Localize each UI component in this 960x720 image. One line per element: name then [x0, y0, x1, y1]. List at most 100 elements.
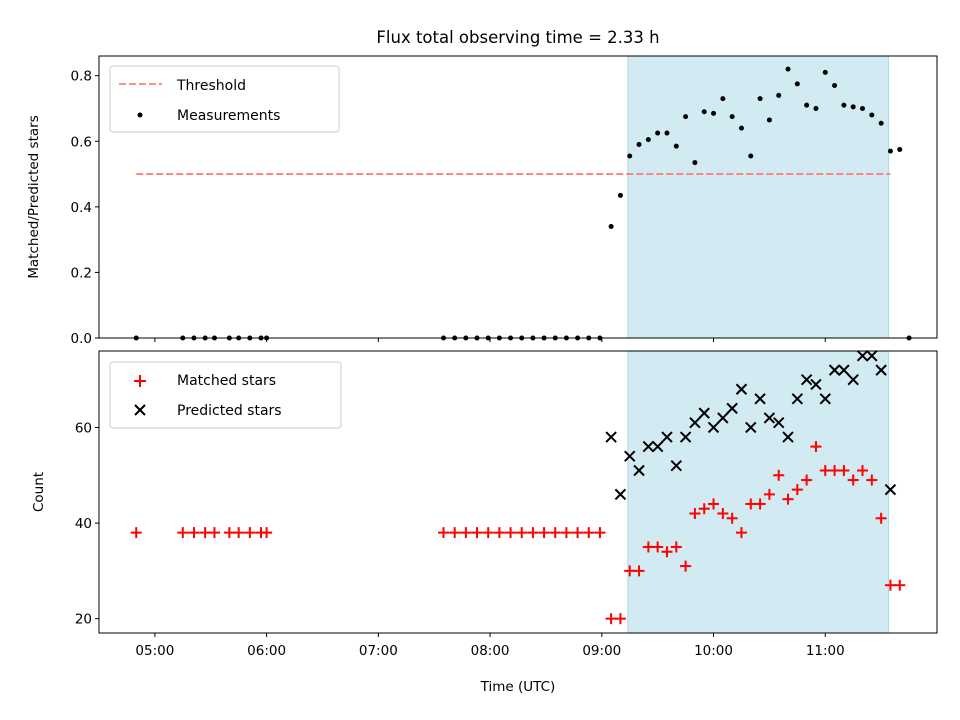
bottom-legend: Matched stars Predicted stars — [109, 361, 342, 429]
bottom-data-layer — [130, 350, 906, 625]
matched-star-point — [819, 464, 831, 476]
matched-star-point — [791, 484, 803, 496]
matched-star-point — [875, 512, 887, 524]
measurement-point — [757, 96, 763, 102]
matched-star-point — [208, 527, 220, 539]
measurement-point — [850, 104, 856, 110]
predicted-star-point — [810, 378, 822, 391]
matched-star-point — [652, 541, 664, 553]
measurement-point — [627, 153, 633, 159]
predicted-star-point — [791, 393, 804, 405]
predicted-star-point — [800, 373, 813, 386]
predicted-star-point — [605, 431, 617, 443]
matched-star-point — [482, 527, 494, 539]
measurement-point — [729, 114, 735, 120]
predicted-star-point — [661, 431, 673, 443]
matched-star-point — [782, 493, 794, 505]
top-legend: Threshold Measurements — [109, 65, 340, 133]
predicted-star-point — [633, 464, 645, 477]
matched-star-point — [188, 527, 200, 539]
observing-window-shade — [627, 350, 890, 634]
predicted-star-point — [726, 402, 738, 415]
matched-star-point — [726, 512, 738, 524]
top-axes-frame — [98, 55, 938, 339]
legend-predicted-label: Predicted stars — [177, 403, 282, 419]
legend-measurements-swatch — [137, 112, 143, 118]
predicted-star-point — [689, 416, 701, 429]
top-y-axis-label: Matched/Predicted stars — [26, 115, 42, 278]
x-tick-label: 05:00 — [135, 643, 174, 659]
matched-star-point — [866, 474, 878, 486]
predicted-star-point — [614, 488, 627, 501]
matched-star-point — [449, 527, 461, 539]
matched-star-point — [549, 527, 561, 539]
legend-matched-label: Matched stars — [177, 373, 276, 389]
legend-threshold-label: Threshold — [176, 78, 246, 94]
top-panel: 0.0 0.2 0.4 0.6 0.8 Flux total observing tim… — [26, 28, 938, 347]
matched-star-point — [199, 527, 211, 539]
y-tick-label: 0.8 — [71, 69, 92, 85]
matched-star-point — [894, 579, 906, 591]
predicted-star-point — [828, 364, 841, 376]
observing-window-shade — [627, 55, 890, 339]
matched-star-point — [560, 527, 572, 539]
measurement-point — [785, 66, 791, 72]
matched-star-point — [493, 527, 505, 539]
matched-star-point — [829, 464, 841, 476]
predicted-star-point — [782, 431, 794, 443]
x-tick-label: 11:00 — [806, 643, 845, 659]
measurement-point — [645, 137, 651, 143]
matched-star-point — [594, 527, 606, 539]
measurement-point — [664, 130, 670, 136]
measurement-point — [869, 112, 875, 118]
matched-star-point — [538, 527, 550, 539]
measurement-point — [720, 96, 726, 102]
matched-star-point — [261, 527, 273, 539]
measurement-point — [822, 69, 828, 75]
matched-star-point — [642, 541, 654, 553]
measurement-point — [617, 192, 623, 198]
predicted-star-point — [819, 393, 831, 405]
measurement-point — [794, 81, 800, 87]
matched-star-point — [708, 498, 720, 510]
legend-measurements-label: Measurements — [177, 108, 280, 124]
measurement-point — [813, 105, 819, 111]
measurement-point — [766, 117, 772, 123]
predicted-star-point — [735, 383, 748, 395]
measurement-point — [832, 83, 838, 89]
matched-star-point — [773, 469, 785, 481]
predicted-star-point — [624, 450, 636, 462]
matched-star-point — [438, 527, 450, 539]
measurement-point — [701, 109, 707, 115]
matched-star-point — [583, 527, 595, 539]
matched-star-point — [838, 464, 850, 476]
matched-star-point — [244, 527, 256, 539]
matched-star-point — [680, 560, 692, 572]
measurement-point — [738, 125, 744, 131]
matched-star-point — [572, 527, 584, 539]
measurement-point — [776, 92, 782, 98]
predicted-star-point — [642, 440, 655, 453]
predicted-star-point — [838, 364, 850, 376]
measurement-point — [636, 142, 642, 148]
legend-matched-swatch — [134, 375, 146, 387]
top-y-ticks: 0.0 0.2 0.4 0.6 0.8 — [71, 69, 99, 347]
x-tick-label: 06:00 — [247, 643, 286, 659]
chart-title: Flux total observing time = 2.33 h — [376, 28, 659, 47]
matched-star-point — [460, 527, 472, 539]
x-tick-label: 09:00 — [582, 643, 621, 659]
predicted-star-point — [847, 373, 859, 386]
y-tick-label: 0.4 — [71, 200, 92, 216]
matched-star-point — [754, 498, 766, 510]
bottom-y-ticks: 20 40 60 — [75, 420, 99, 628]
y-tick-label: 40 — [75, 516, 92, 532]
measurement-point — [655, 130, 661, 136]
y-tick-label: 60 — [75, 420, 92, 436]
measurement-point — [711, 110, 717, 116]
predicted-star-point — [670, 460, 682, 472]
bottom-panel: 20 40 60 05:00 06:00 07:00 08:00 09:00 10:00 11:… — [31, 350, 938, 695]
predicted-star-point — [679, 431, 692, 443]
measurement-point — [804, 102, 810, 108]
matched-star-point — [177, 527, 189, 539]
